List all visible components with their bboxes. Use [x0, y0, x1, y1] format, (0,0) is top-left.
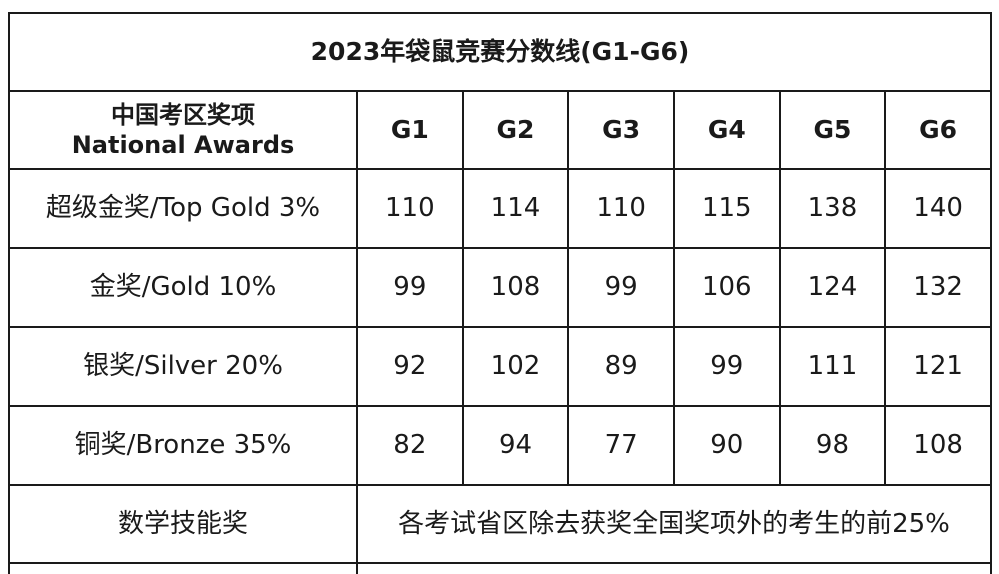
tail-cell	[356, 562, 992, 574]
score-cell: 132	[884, 247, 992, 328]
table-row-math-skill: 数学技能奖 各考试省区除去获奖全国奖项外的考生的前25%	[8, 484, 992, 564]
score-cell: 115	[672, 168, 781, 249]
row-label: 金奖/Gold 10%	[8, 247, 358, 328]
header-award-label: 中国考区奖项 National Awards	[8, 90, 358, 170]
score-cell: 89	[567, 326, 675, 407]
table-row-gold: 金奖/Gold 10% 99 108 99 106 124 132	[8, 247, 992, 328]
table-tail-row	[8, 562, 992, 574]
header-grade-g1: G1	[356, 90, 464, 170]
table-header-row: 中国考区奖项 National Awards G1 G2 G3 G4 G5 G6	[8, 90, 992, 170]
score-cell: 121	[884, 326, 992, 407]
header-grade-g5: G5	[778, 90, 887, 170]
score-cell: 99	[356, 247, 464, 328]
score-cell: 99	[672, 326, 781, 407]
score-cell: 140	[884, 168, 992, 249]
header-award-label-cn: 中国考区奖项	[111, 101, 255, 129]
tail-cell	[8, 562, 358, 574]
row-label: 铜奖/Bronze 35%	[8, 405, 358, 486]
row-label: 银奖/Silver 20%	[8, 326, 358, 407]
score-cell: 94	[461, 405, 570, 486]
table-row-top-gold: 超级金奖/Top Gold 3% 110 114 110 115 138 140	[8, 168, 992, 249]
score-cell: 102	[461, 326, 570, 407]
score-cell: 110	[356, 168, 464, 249]
score-cell: 108	[461, 247, 570, 328]
score-cell: 92	[356, 326, 464, 407]
score-cell: 138	[778, 168, 887, 249]
row-label: 超级金奖/Top Gold 3%	[8, 168, 358, 249]
header-grade-g4: G4	[672, 90, 781, 170]
score-cell: 82	[356, 405, 464, 486]
score-cell: 124	[778, 247, 887, 328]
score-cell: 99	[567, 247, 675, 328]
score-cell: 90	[672, 405, 781, 486]
header-grade-g3: G3	[567, 90, 675, 170]
score-cell: 106	[672, 247, 781, 328]
score-cell: 108	[884, 405, 992, 486]
table-title: 2023年袋鼠竞赛分数线(G1-G6)	[8, 12, 992, 92]
table-title-row: 2023年袋鼠竞赛分数线(G1-G6)	[8, 12, 992, 92]
header-grade-g2: G2	[461, 90, 570, 170]
table-row-silver: 银奖/Silver 20% 92 102 89 99 111 121	[8, 326, 992, 407]
score-cell: 114	[461, 168, 570, 249]
skill-award-label: 数学技能奖	[8, 484, 358, 564]
skill-award-description: 各考试省区除去获奖全国奖项外的考生的前25%	[356, 484, 992, 564]
header-award-label-en: National Awards	[71, 131, 295, 159]
header-grade-g6: G6	[884, 90, 992, 170]
score-cell: 98	[778, 405, 887, 486]
score-cell: 110	[567, 168, 675, 249]
score-cell: 77	[567, 405, 675, 486]
score-cutoff-table: 2023年袋鼠竞赛分数线(G1-G6) 中国考区奖项 National Awar…	[8, 12, 992, 574]
score-cell: 111	[778, 326, 887, 407]
table-row-bronze: 铜奖/Bronze 35% 82 94 77 90 98 108	[8, 405, 992, 486]
